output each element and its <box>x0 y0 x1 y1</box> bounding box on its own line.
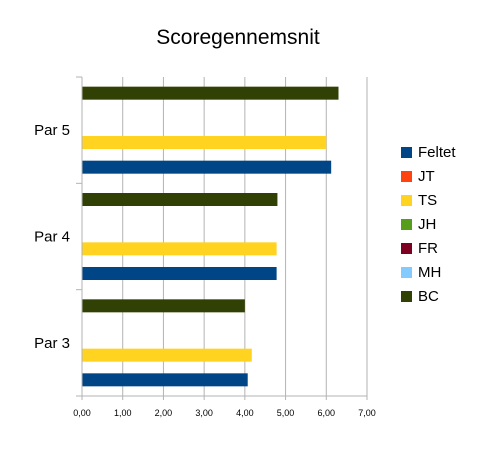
legend-item: BC <box>401 288 439 305</box>
legend-swatch <box>401 243 412 254</box>
bar-bc <box>82 86 339 100</box>
legend-item: FR <box>401 240 438 257</box>
legend-label: FR <box>418 240 438 257</box>
x-tick-labels: 0,00 1,00 2,00 3,00 4,00 5,00 6,00 7,00 <box>73 408 376 418</box>
legend-label: JH <box>418 216 436 233</box>
legend-swatch <box>401 147 412 158</box>
legend-item: TS <box>401 192 437 209</box>
legend-label: TS <box>418 192 437 209</box>
legend-swatch <box>401 219 412 230</box>
legend-label: MH <box>418 264 441 281</box>
grid <box>81 77 368 400</box>
category-labels: Par 3 Par 4 Par 5 <box>34 122 70 352</box>
legend-label: BC <box>418 288 439 305</box>
legend-item: MH <box>401 264 441 281</box>
legend: Feltet JT TS JH FR MH BC <box>401 144 456 305</box>
x-tick-label: 3,00 <box>195 408 213 418</box>
legend-item: JH <box>401 216 436 233</box>
x-tick-label: 5,00 <box>277 408 295 418</box>
x-tick-label: 0,00 <box>73 408 91 418</box>
bar-ts <box>82 242 277 256</box>
legend-item: Feltet <box>401 144 456 161</box>
bar-feltet <box>82 160 332 174</box>
bar-feltet <box>82 373 248 387</box>
category-label: Par 5 <box>34 122 70 139</box>
x-tick-label: 7,00 <box>358 408 376 418</box>
legend-swatch <box>401 267 412 278</box>
axes <box>76 76 367 397</box>
x-tick-label: 2,00 <box>155 408 173 418</box>
category-label: Par 3 <box>34 335 70 352</box>
category-label: Par 4 <box>34 229 70 246</box>
legend-swatch <box>401 291 412 302</box>
bar-bc <box>82 193 278 206</box>
legend-swatch <box>401 171 412 182</box>
x-tick-label: 1,00 <box>114 408 132 418</box>
legend-item: JT <box>401 168 435 185</box>
chart-title: Scoregennemsnit <box>156 26 320 49</box>
legend-swatch <box>401 195 412 206</box>
x-tick-label: 4,00 <box>236 408 254 418</box>
x-tick-label: 6,00 <box>318 408 336 418</box>
legend-label: JT <box>418 168 435 185</box>
bar-ts <box>82 348 252 362</box>
legend-label: Feltet <box>418 144 456 161</box>
bars <box>82 86 339 387</box>
bar-bc <box>82 299 245 313</box>
bar-feltet <box>82 267 277 280</box>
bar-ts <box>82 136 327 149</box>
